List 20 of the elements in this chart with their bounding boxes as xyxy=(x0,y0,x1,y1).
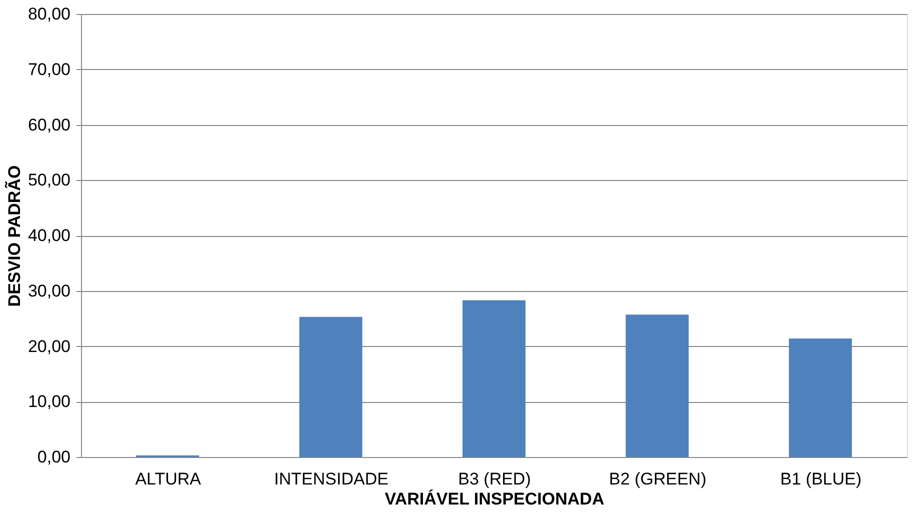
x-tick-label: ALTURA xyxy=(135,470,202,488)
x-axis-title: VARIÁVEL INSPECIONADA xyxy=(384,488,604,508)
bar xyxy=(462,300,526,457)
x-tick-label: INTENSIDADE xyxy=(274,470,388,488)
y-tick-label: 70,00 xyxy=(28,60,70,79)
y-tick-label: 10,00 xyxy=(28,392,70,412)
y-tick-label: 30,00 xyxy=(28,281,70,300)
bar xyxy=(626,314,689,457)
x-tick-label: B3 (RED) xyxy=(458,470,531,488)
y-tick-label: 50,00 xyxy=(28,170,70,190)
x-tick-label: B1 (BLUE) xyxy=(780,470,862,488)
y-tick-label: 40,00 xyxy=(28,226,70,245)
bar xyxy=(299,316,362,457)
bar xyxy=(788,338,852,457)
y-tick-label: 0,00 xyxy=(37,448,70,466)
x-tick-label: B2 (GREEN) xyxy=(609,470,706,488)
y-tick-label: 20,00 xyxy=(28,336,70,356)
y-axis-title: DESVIO PADRÃO xyxy=(4,165,24,307)
y-tick-label: 60,00 xyxy=(28,115,70,134)
y-tick-label: 80,00 xyxy=(28,4,70,24)
